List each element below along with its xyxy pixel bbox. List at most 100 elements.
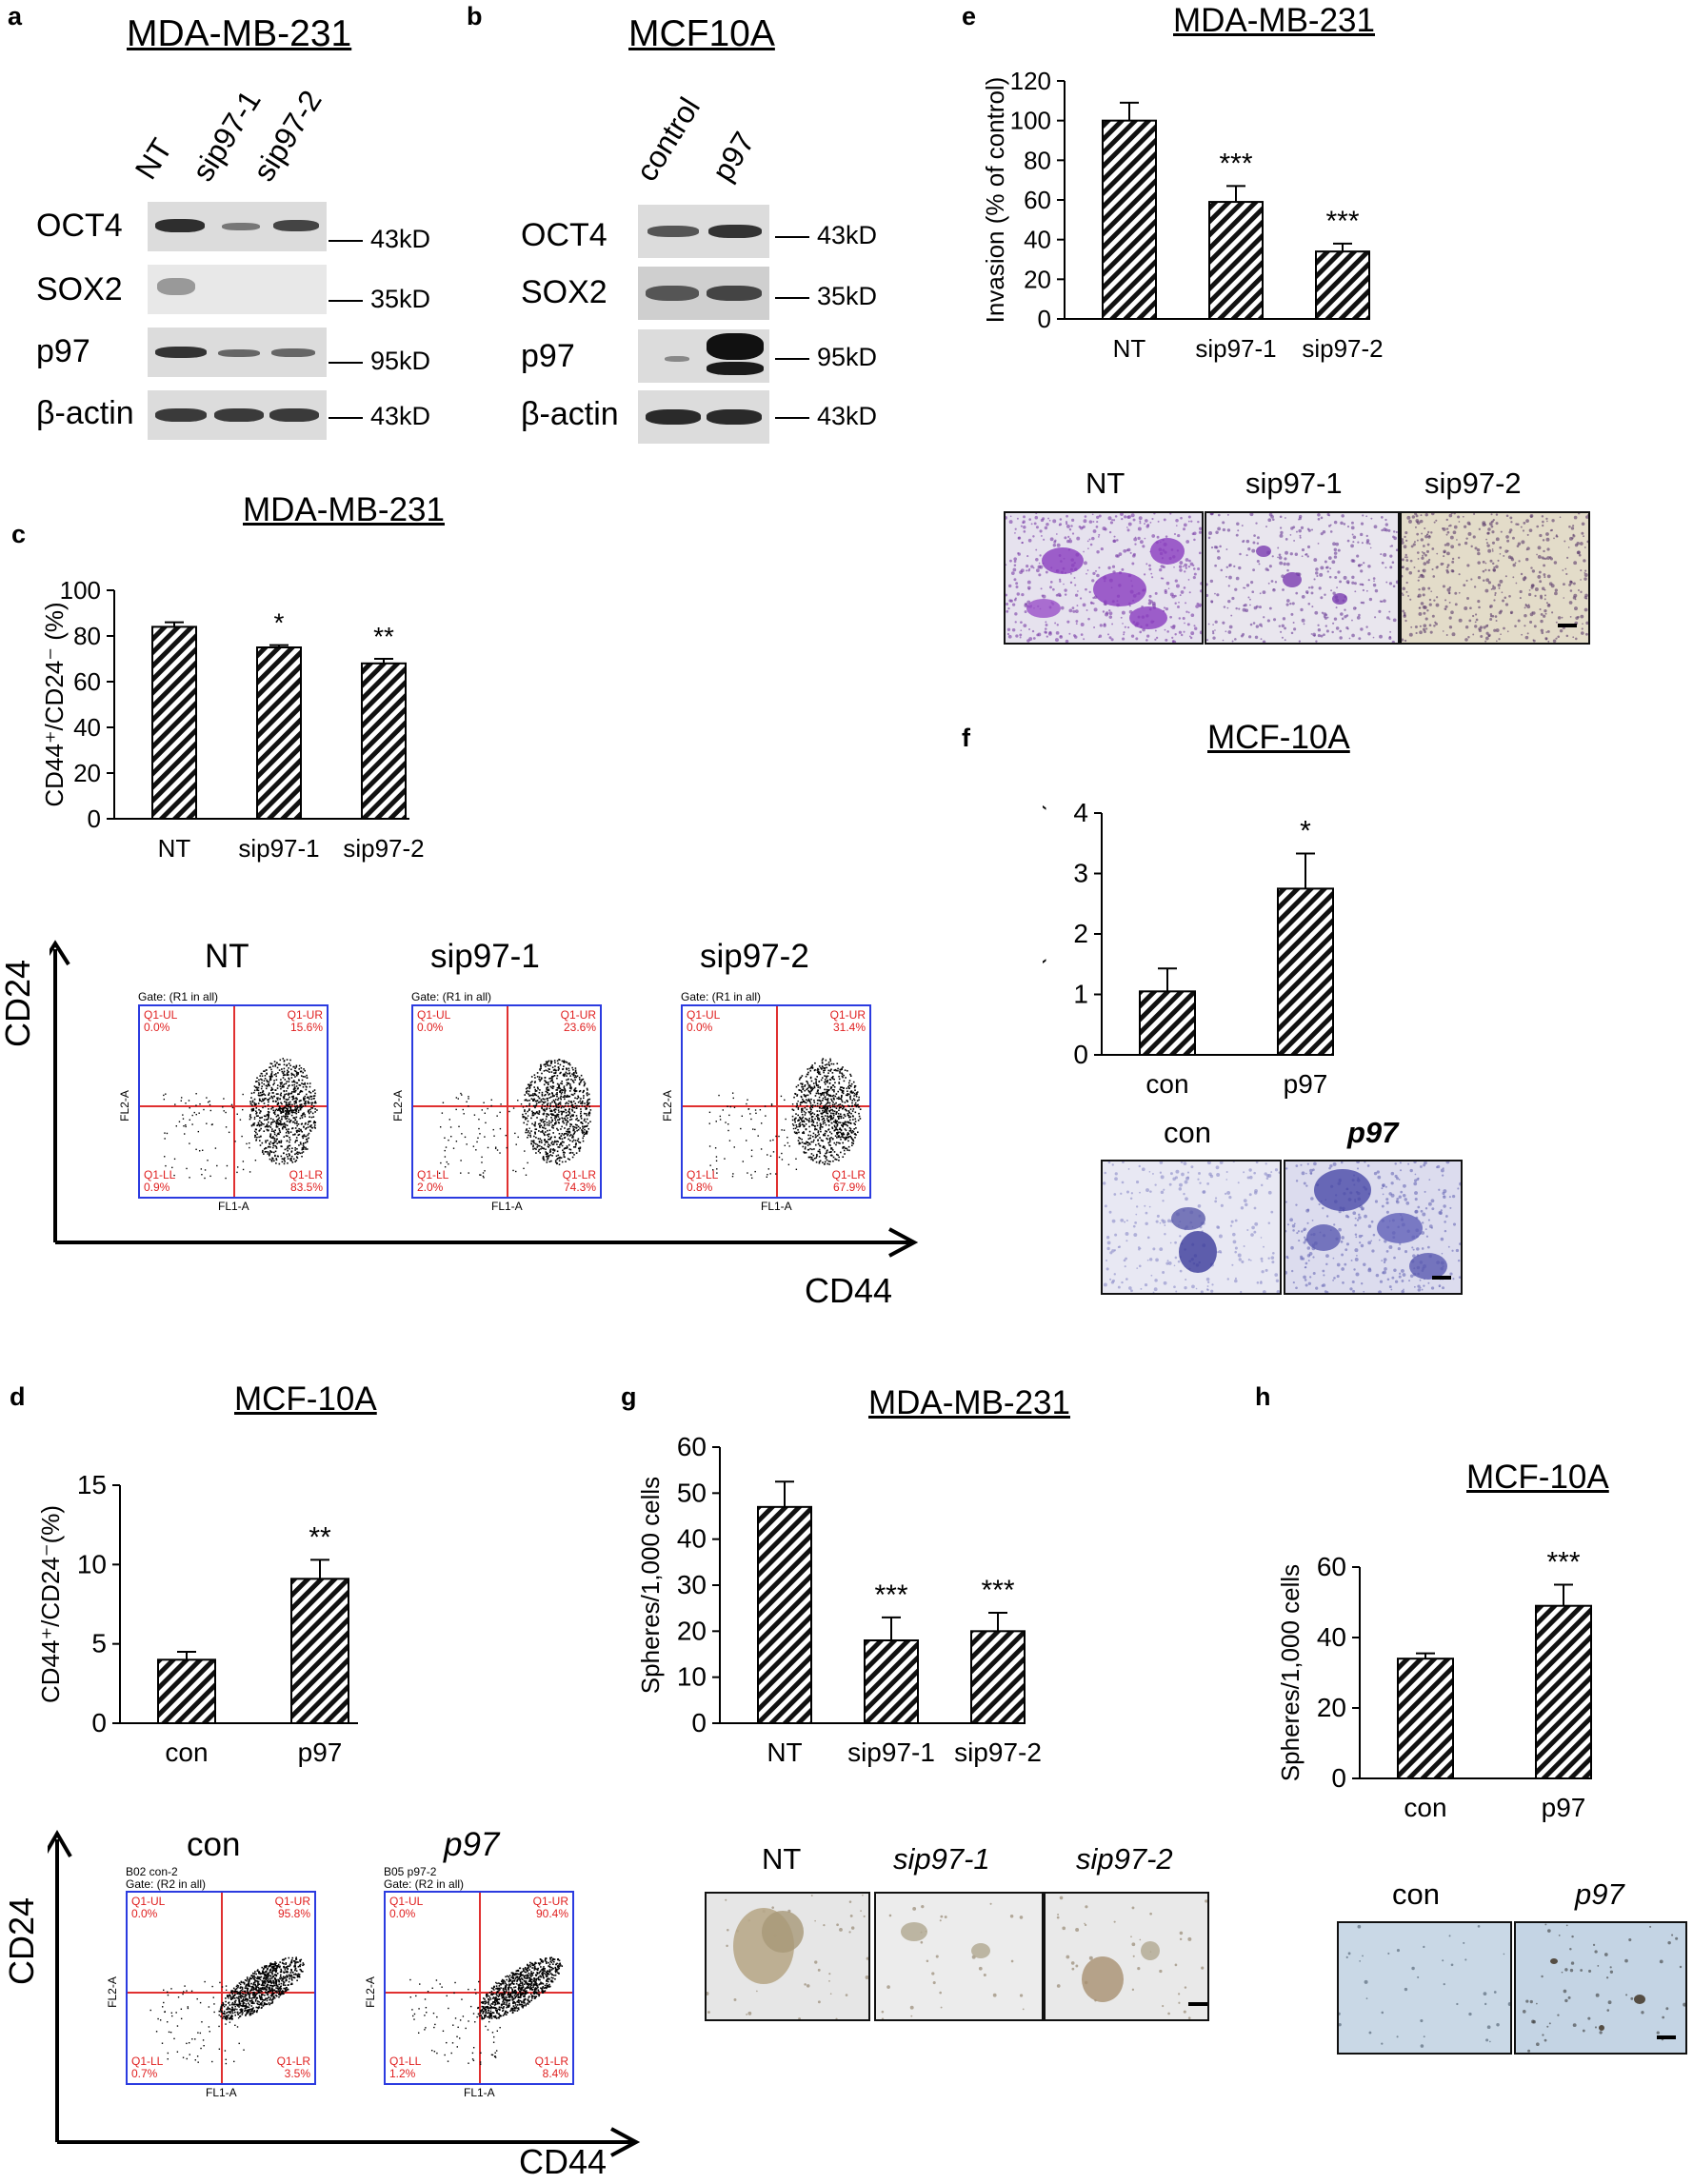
fl2-axis-label: FL2-A [117,1090,131,1122]
panel-f-photo-label: p97 [1347,1116,1399,1149]
y-tick-label: 20 [1317,1693,1346,1722]
y-tick-label: 1 [1073,980,1088,1009]
y-axis-label: CD44⁺/CD24⁻ (%) [40,602,69,806]
photo-e-sip97-1 [1205,511,1400,645]
panel-f-photo-label: con [1164,1116,1211,1149]
quadrant-ul-label: Q1-UL 0.0% [687,1008,721,1034]
bar [864,1639,919,1724]
y-axis-label: Invasion (fold of control) [1043,802,1046,1065]
bar [151,625,197,821]
y-tick-label: 40 [1024,226,1051,254]
significance-label: *** [1219,148,1252,179]
quadrant-ur-label: Q1-UR 31.4% [829,1008,866,1034]
flow-scatter [708,1058,862,1180]
panel-b-row-label: SOX2 [521,274,607,310]
panel-b-kd: 43kD [775,402,877,431]
panel-a-row-label: β-actin [36,395,134,431]
quadrant-ul-label: Q1-UL 0.0% [144,1008,178,1034]
panel-c-y-axis-label: CD24 [0,959,37,1047]
blot-p97 [148,328,327,377]
flow-scatter [438,1059,592,1179]
panel-a-row-label: SOX2 [36,271,123,308]
panel-b-kd: 43kD [775,221,877,250]
panel-e-title: MDA-MB-231 [1173,2,1375,39]
panel-c-flow-area [50,938,926,1281]
quadrant-lr-label: Q1-LR 67.9% [831,1168,866,1194]
panel-a-kd: 95kD [329,347,430,376]
y-tick-label: 2 [1073,919,1088,948]
y-tick-label: 0 [1331,1763,1346,1793]
quadrant-ul-label: Q1-UL 0.0% [417,1008,451,1034]
x-tick-label: sip97-2 [343,834,424,863]
micrograph-texture [1339,1924,1510,2048]
bar [1397,1658,1454,1779]
blot-sox2 [148,265,327,314]
flow-axes-c [50,940,919,1258]
x-tick-label: sip97-1 [847,1737,935,1767]
panel-a-kd: 43kD [329,225,430,254]
x-tick-label: sip97-2 [954,1737,1042,1767]
blot-actin [148,390,327,440]
quadrant-ur-label: Q1-UR 23.6% [560,1008,596,1034]
panel-c-flow-title: sip97-2 [700,938,809,975]
panel-d-letter: d [10,1382,26,1411]
y-tick-label: 4 [1073,798,1088,827]
y-tick-label: 0 [91,1708,107,1737]
y-tick-label: 20 [1024,265,1051,293]
x-tick-label: NT [1113,334,1146,363]
quadrant-lr-label: Q1-LR 8.4% [534,2055,568,2080]
photo-g-sip97-2 [1044,1892,1209,2021]
panel-c-flow-title: sip97-1 [430,938,540,975]
x-tick-label: p97 [1284,1069,1328,1099]
chart-f: 0 1 2 3 4 Invasion (fold of control) con * p97 [1043,798,1334,1099]
panel-h-photo-label: p97 [1575,1877,1624,1911]
quadrant-vline [776,1006,778,1197]
panel-b-lane-1: control [628,90,707,188]
panel-b-lane-2: p97 [705,126,762,188]
bar [1139,990,1196,1056]
y-tick-label: 60 [1024,186,1051,214]
significance-label: * [274,608,285,638]
flow-scatter [163,1058,318,1180]
significance-label: *** [874,1579,907,1611]
quadrant-ll-label: Q1-LL 0.7% [131,2055,164,2080]
micrograph-texture [881,1902,1025,2019]
flow-plot: Q1-UL 0.0% Q1-UR 15.6% Q1-LL 0.9% Q1-LR 83.… [138,1004,329,1199]
significance-label: *** [1325,206,1359,237]
fl1-axis-label: FL1-A [218,1200,249,1213]
significance-label: *** [1546,1547,1580,1578]
y-tick-label: 100 [60,576,101,605]
panel-e-photo-label: sip97-1 [1245,467,1343,500]
blot-b-sox2 [638,267,769,320]
micrograph-texture [1402,513,1588,643]
y-tick-label: 40 [1317,1622,1346,1652]
quadrant-ll-label: Q1-LL 0.9% [144,1168,176,1194]
y-tick-label: 0 [1038,305,1051,333]
flow-plot: Q1-UL 0.0% Q1-UR 31.4% Q1-LL 0.8% Q1-LR 67.… [681,1004,871,1199]
y-tick-label: 40 [73,713,101,742]
fl2-axis-label: FL2-A [660,1090,674,1122]
y-tick-label: 0 [88,804,101,833]
panel-a-kd: 35kD [329,285,430,314]
scale-bar [1432,1276,1451,1280]
quadrant-vline [233,1006,235,1197]
flow-scatter [409,1956,564,2065]
bar [1208,201,1264,320]
quadrant-lr-label: Q1-LR 3.5% [276,2055,310,2080]
chart-d: 0 5 10 15 CD44⁺/CD24⁻(%) con ** p97 [38,1470,358,1767]
micrograph-texture [1206,513,1398,643]
fl1-axis-label: FL1-A [491,1200,523,1213]
panel-e-photo-label: sip97-2 [1424,467,1522,500]
y-axis-label: Spheres/1,000 cells [636,1477,665,1694]
panel-b-row-label: β-actin [521,396,619,432]
flow-axes-d [48,1830,641,2157]
blot-b-oct4 [638,205,769,258]
panel-d-y-axis-label: CD24 [2,1896,41,1985]
quadrant-ur-label: Q1-UR 95.8% [274,1895,310,1920]
bar [361,662,407,820]
panel-a-lane-1: NT [128,132,179,186]
panel-d-title: MCF-10A [234,1380,377,1418]
bar [1315,250,1370,321]
significance-label: ** [373,622,394,651]
panel-g-title: MDA-MB-231 [868,1384,1070,1421]
